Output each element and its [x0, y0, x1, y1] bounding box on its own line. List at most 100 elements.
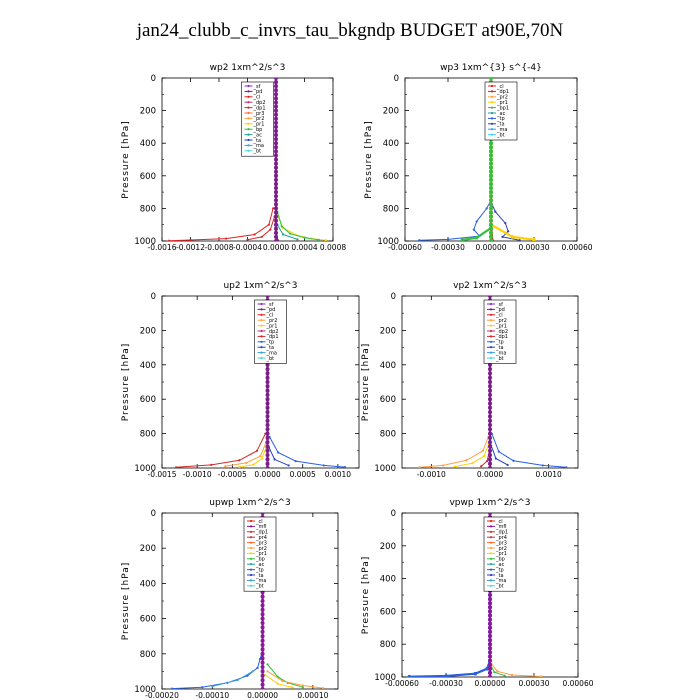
x-tick-label: 0.00000 — [247, 691, 278, 700]
series-line-pr1 — [454, 443, 490, 468]
legend-marker — [260, 346, 263, 349]
legend-label: _ta — [496, 122, 505, 128]
series-point — [280, 225, 283, 228]
series-point — [265, 448, 270, 453]
series-point — [274, 214, 278, 219]
y-tick-label: 1000 — [374, 464, 396, 474]
series-point — [488, 453, 492, 458]
x-tick-label: 0.00000 — [475, 243, 506, 252]
series-point — [518, 239, 521, 241]
series-point — [472, 228, 475, 231]
legend-label: _ma — [495, 350, 506, 356]
x-tick-label: 0.0010 — [325, 470, 351, 479]
y-axis-label: Pressure [hPa] — [361, 556, 371, 635]
legend-label: _mfl — [255, 524, 267, 530]
series-point — [269, 228, 272, 231]
y-tick-label: 600 — [140, 395, 156, 405]
legend-label: _pd — [266, 307, 276, 313]
x-tick-label: 0.00030 — [518, 243, 549, 252]
series-point — [260, 513, 265, 515]
series-point — [475, 220, 478, 223]
legend-label: _sf — [253, 84, 261, 90]
y-tick-label: 1000 — [134, 237, 156, 247]
series-point — [489, 198, 493, 203]
series-line-pr2 — [225, 442, 267, 467]
series-point — [488, 650, 492, 655]
series-point — [506, 463, 509, 467]
series-point — [532, 237, 536, 241]
series-point — [489, 78, 493, 80]
series-line-pr1 — [239, 447, 267, 468]
series-point — [488, 617, 492, 622]
series-point — [489, 206, 493, 211]
series-point — [253, 233, 256, 236]
series-point — [510, 235, 515, 239]
series-point — [512, 459, 515, 462]
series-line-bp — [267, 664, 303, 688]
legend-marker — [249, 584, 253, 587]
legend-label: _dp1 — [495, 530, 508, 536]
legend-marker — [247, 133, 250, 136]
y-tick-label: 600 — [383, 172, 399, 182]
legend-label: _ta — [253, 138, 262, 144]
series-point — [274, 190, 278, 195]
y-tick-label: 0 — [151, 74, 156, 84]
series-group — [418, 78, 536, 241]
series-point — [274, 128, 278, 133]
legend-marker — [489, 552, 493, 555]
legend-marker — [247, 144, 250, 147]
series-point — [510, 673, 514, 677]
series-point — [488, 634, 492, 638]
series-point — [489, 194, 493, 199]
series-point — [488, 362, 492, 367]
series-point — [276, 451, 280, 454]
series-point — [274, 206, 278, 211]
series-point — [265, 440, 270, 445]
series-point — [255, 449, 259, 452]
legend-label: _bt — [255, 584, 264, 590]
legend-label: _cl — [266, 313, 274, 319]
legend-marker — [489, 519, 493, 523]
legend-marker — [490, 133, 494, 136]
legend-marker — [490, 122, 494, 125]
series-point — [488, 384, 492, 389]
series-point — [504, 221, 507, 225]
legend-label: _bt — [496, 132, 505, 138]
series-point — [274, 239, 278, 241]
x-tick-label: -0.00030 — [431, 243, 465, 252]
series-point — [488, 418, 492, 423]
panel-title: wp3 1xm^{3} s^{-4} — [440, 63, 542, 73]
series-point — [274, 234, 278, 239]
y-tick-label: 200 — [383, 107, 399, 117]
series-point — [488, 466, 492, 468]
series-point — [266, 663, 269, 666]
series-point — [274, 84, 278, 89]
series-point — [418, 239, 421, 241]
series-point — [274, 78, 278, 80]
legend-marker — [249, 546, 253, 550]
series-point — [225, 237, 228, 240]
legend-marker — [247, 95, 250, 98]
series-point — [265, 427, 270, 432]
series-point — [260, 647, 265, 652]
legend-marker — [260, 356, 263, 360]
x-tick-label: -0.0012 — [176, 243, 205, 252]
legend-marker — [249, 573, 253, 577]
series-point — [488, 658, 492, 663]
x-tick-label: 0.0004 — [291, 243, 317, 252]
series-point — [256, 666, 259, 669]
x-tick-label: -0.00030 — [429, 679, 463, 688]
series-point — [480, 465, 483, 468]
legend-label: _ta — [495, 345, 504, 351]
y-axis-label: Pressure [hPa] — [121, 562, 131, 641]
legend-label: _pr1 — [495, 323, 507, 329]
y-tick-label: 1000 — [377, 237, 399, 247]
series-point — [265, 453, 270, 458]
series-point — [274, 120, 278, 125]
legend-box — [241, 81, 274, 157]
series-point — [246, 238, 249, 241]
series-point — [418, 466, 421, 468]
legend-label: _pr1 — [253, 122, 265, 128]
series-point — [488, 397, 492, 402]
x-tick-label: 0.00010 — [297, 691, 328, 700]
